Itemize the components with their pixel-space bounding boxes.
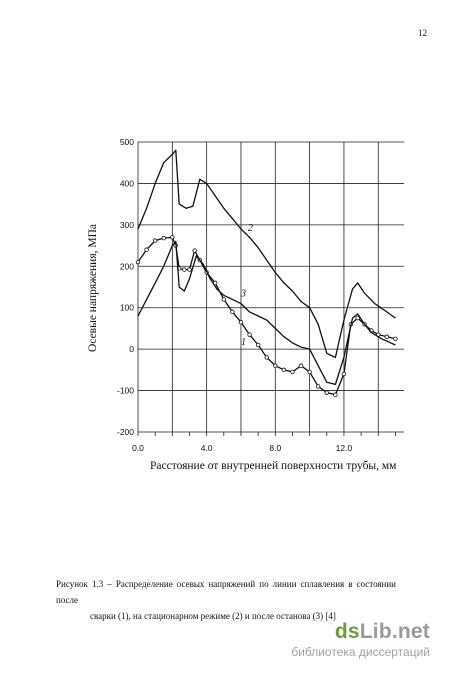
x-axis-label: Расстояние от внутренней поверхности тру… xyxy=(150,460,397,472)
series-point-1 xyxy=(247,332,252,337)
series-point-1 xyxy=(264,355,269,360)
y-tick-label: -100 xyxy=(117,386,134,396)
caption-line-2: сварки (1), на стационарном режиме (2) и… xyxy=(90,611,336,621)
series-label-1: 1 xyxy=(241,337,246,348)
watermark-logo-rest: Lib.net xyxy=(359,620,430,643)
caption-line-1: Рисунок 1.3 – Распределение осевых напря… xyxy=(56,579,396,605)
y-tick-label: 100 xyxy=(120,303,134,313)
series-label-2: 2 xyxy=(248,223,253,234)
y-tick-label: 500 xyxy=(120,137,134,147)
series-point-1 xyxy=(307,369,312,375)
series-point-1 xyxy=(187,267,192,272)
y-axis-label: Осевые напряжения, МПа xyxy=(87,224,99,352)
y-tick-label: 0 xyxy=(129,344,134,354)
series-point-1 xyxy=(255,342,261,348)
series-point-1 xyxy=(341,371,347,377)
y-tick-label: 400 xyxy=(120,178,134,188)
watermark-subtitle: библиотека диссертаций xyxy=(291,645,430,659)
series-point-1 xyxy=(192,248,197,253)
chart-series xyxy=(135,149,398,397)
series-point-1 xyxy=(315,384,321,389)
series-point-1 xyxy=(273,363,278,368)
series-point-1 xyxy=(238,320,244,325)
y-tick-label: 300 xyxy=(120,220,134,230)
chart-tick-labels: 500 400 300 200 100 0 -100 -200 0.0 4.0 8.0 12.0 xyxy=(117,137,352,453)
x-tick-label: 8.0 xyxy=(269,443,281,453)
series-point-1 xyxy=(152,238,158,243)
watermark-logo-ds: ds xyxy=(334,620,360,643)
series-point-1 xyxy=(333,392,338,397)
series-point-1 xyxy=(144,247,149,252)
series-point-1 xyxy=(182,267,187,272)
series-point-1 xyxy=(324,390,329,395)
y-tick-label: -200 xyxy=(117,427,134,437)
series-point-1 xyxy=(230,309,235,315)
chart-labels: 1 2 3 xyxy=(240,223,253,348)
series-line-2 xyxy=(137,149,396,359)
series-point-1 xyxy=(393,336,398,341)
figure-caption: Рисунок 1.3 – Распределение осевых напря… xyxy=(56,576,396,624)
watermark-logo: dsLib.net xyxy=(291,620,430,644)
series-label-3: 3 xyxy=(240,289,246,300)
series-point-1 xyxy=(298,363,304,368)
series-point-1 xyxy=(281,367,287,373)
series-point-1 xyxy=(170,235,175,240)
series-line-3 xyxy=(137,240,396,386)
x-tick-label: 0.0 xyxy=(132,443,144,453)
x-tick-label: 12.0 xyxy=(336,443,353,453)
watermark: dsLib.net библиотека диссертаций xyxy=(291,620,430,659)
y-tick-label: 200 xyxy=(120,261,134,271)
chart-grid xyxy=(137,141,404,436)
page-number: 12 xyxy=(418,28,427,38)
series-point-1 xyxy=(161,235,166,241)
series-point-1 xyxy=(135,259,141,265)
series-point-1 xyxy=(384,334,390,339)
series-point-1 xyxy=(221,297,227,302)
series-point-1 xyxy=(355,315,360,321)
x-tick-label: 4.0 xyxy=(201,443,213,453)
series-point-1 xyxy=(290,369,295,375)
